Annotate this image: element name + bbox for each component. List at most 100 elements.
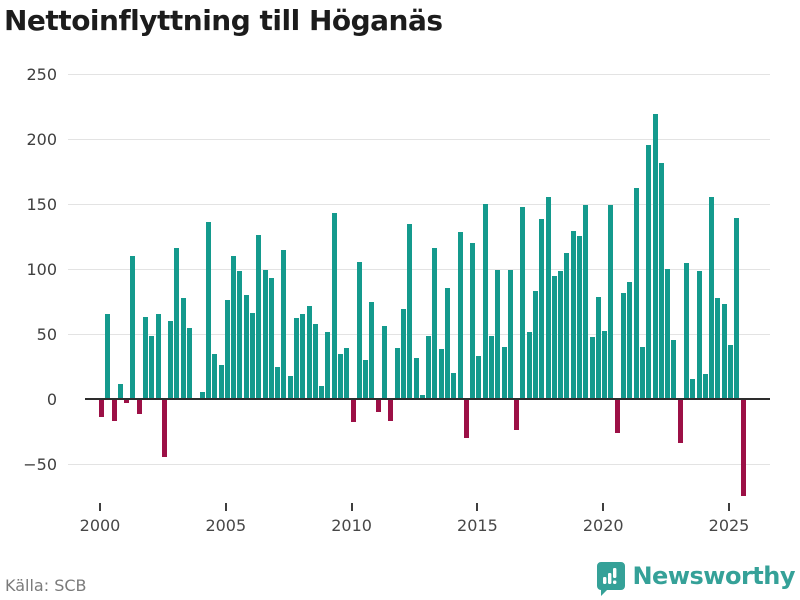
bar-2014-q4 [470,242,475,399]
bar-2000-q3 [112,399,117,421]
x-axis-tick [602,503,605,511]
bar-2007-q4 [294,317,299,399]
bar-2017-q1 [527,332,532,399]
x-axis-tick [99,503,101,511]
bar-2019-q4 [596,297,601,399]
bar-2006-q3 [263,269,268,399]
y-axis-label: 150 [26,194,57,214]
x-axis-label: 2010 [331,516,372,535]
bar-2022-q1 [653,113,658,399]
bar-2019-q3 [590,337,595,399]
bar-2013-q1 [426,336,431,399]
x-axis-label: 2015 [457,516,498,535]
bar-2022-q4 [671,340,676,399]
bar-2010-q1 [351,399,356,422]
bar-2025-q2 [734,217,739,399]
bar-2000-q1 [99,399,104,417]
bar-2024-q4 [722,303,727,399]
bar-2025-q3 [741,399,746,496]
bar-2007-q3 [288,376,293,399]
bar-2002-q2 [156,314,161,399]
bar-2012-q2 [407,224,412,399]
bar-2004-q3 [212,354,217,399]
bar-2006-q1 [250,312,255,399]
bar-2023-q3 [690,379,695,399]
bar-2018-q1 [552,276,557,399]
bar-2012-q4 [420,394,425,399]
bar-2015-q4 [495,269,500,399]
bar-2020-q3 [615,399,620,433]
bar-2017-q4 [546,197,551,399]
y-axis-label: 100 [26,259,57,279]
gridline [68,138,770,140]
bar-2025-q1 [728,345,733,399]
x-axis-label: 2000 [79,516,121,535]
x-axis-label: 2025 [708,516,750,535]
bar-2004-q1 [200,392,205,399]
gridline [68,73,770,75]
bar-2014-q2 [458,232,463,399]
bar-chart-pin-icon [597,562,626,596]
bar-2023-q2 [684,263,689,399]
bar-2011-q4 [395,347,400,399]
bar-2005-q4 [244,294,249,399]
bar-2008-q2 [307,306,312,399]
bar-2008-q4 [319,385,324,399]
bar-2008-q1 [300,314,305,399]
y-axis-label: −50 [23,454,57,474]
bar-2001-q2 [130,255,135,399]
bar-2020-q4 [621,293,626,399]
x-axis-tick [476,503,479,511]
bar-2022-q3 [665,268,670,399]
bar-2018-q3 [564,252,569,399]
bar-2012-q3 [414,358,419,399]
newsworthy-logo-icon [597,562,626,596]
bar-2003-q1 [174,247,179,399]
bar-2008-q3 [313,324,318,399]
bar-2023-q1 [678,399,683,443]
bar-2016-q4 [520,207,525,399]
gridline [68,463,770,465]
x-axis-tick [728,503,730,511]
bar-2024-q2 [709,197,714,399]
gridline [68,333,770,335]
bar-2024-q1 [703,373,708,399]
bar-2001-q4 [143,316,148,399]
bar-2010-q3 [363,359,368,399]
x-axis-label: 2005 [205,516,247,535]
bar-2002-q1 [149,336,154,399]
bar-2024-q3 [715,298,720,399]
bar-2007-q1 [275,367,280,399]
bar-2017-q3 [539,219,544,399]
bar-2003-q2 [181,298,186,399]
bar-2013-q3 [439,349,444,399]
gridline [68,203,770,205]
bar-2013-q4 [445,288,450,399]
bar-2016-q1 [502,346,507,399]
bar-2000-q2 [105,314,110,399]
bar-2016-q2 [508,269,513,399]
bar-2012-q1 [401,308,406,399]
bar-2009-q3 [338,354,343,399]
bar-2005-q2 [231,255,236,399]
bar-2004-q2 [206,221,211,399]
bar-2018-q2 [558,271,563,399]
gridline [68,268,770,270]
bar-2021-q2 [634,187,639,399]
bar-2001-q1 [124,399,129,403]
bar-2010-q2 [357,262,362,399]
bar-2003-q3 [187,328,192,399]
bar-2009-q1 [325,332,330,399]
y-axis-label: 250 [26,64,57,84]
brand-wordmark: Newsworthy [632,562,795,590]
chart-title: Nettoinflyttning till Höganäs [4,4,443,37]
bar-2014-q3 [464,399,469,438]
bar-2002-q3 [162,399,167,457]
bar-2014-q1 [451,372,456,399]
bar-2021-q1 [627,281,632,399]
bar-2009-q2 [332,212,337,399]
bar-2021-q4 [646,145,651,399]
bar-2016-q3 [514,399,519,430]
